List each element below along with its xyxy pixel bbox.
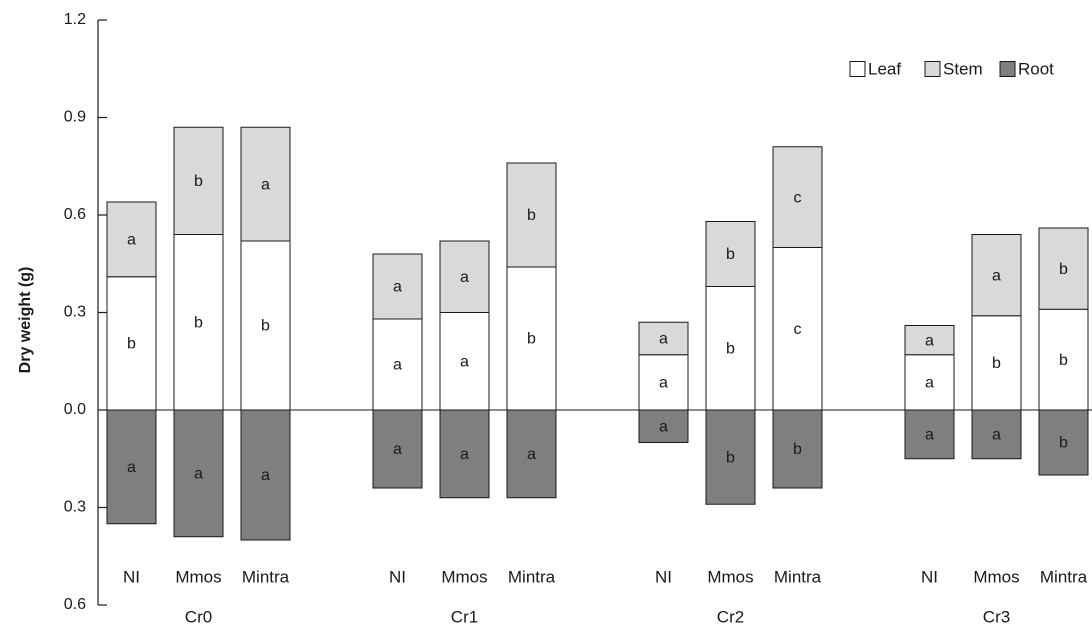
significance-label: c [794, 321, 802, 338]
category-label: Mmos [707, 567, 753, 586]
significance-label: b [1059, 352, 1068, 369]
category-label: Mintra [1040, 567, 1088, 586]
bar-segment-root [240, 409, 291, 541]
significance-label: a [460, 446, 469, 463]
category-label: Mmos [973, 567, 1019, 586]
significance-label: a [261, 467, 270, 484]
group-label: Cr2 [717, 607, 744, 626]
y-tick-label: 0.9 [64, 109, 86, 126]
significance-label: b [726, 340, 735, 357]
bar-segment-root [971, 409, 1022, 460]
significance-label: a [460, 353, 469, 370]
significance-label: a [925, 375, 934, 392]
bar-segment-leaf [638, 354, 689, 411]
significance-label: a [659, 418, 668, 435]
bar-segment-stem [506, 162, 557, 268]
significance-label: a [659, 331, 668, 348]
legend-label-root: Root [1018, 59, 1054, 78]
significance-label: a [127, 459, 136, 476]
significance-label: a [460, 269, 469, 286]
significance-label: b [261, 318, 270, 335]
significance-label: a [194, 466, 203, 483]
y-axis-title: Dry weight (g) [17, 267, 34, 374]
bar-segment-leaf [173, 234, 224, 411]
y-tick-label: 0.3 [64, 304, 86, 321]
significance-label: b [194, 173, 203, 190]
category-label: Mmos [175, 567, 221, 586]
legend-label-stem: Stem [943, 59, 983, 78]
significance-label: b [1059, 261, 1068, 278]
group-label: Cr3 [983, 607, 1010, 626]
significance-label: b [194, 314, 203, 331]
bar-segment-stem [240, 126, 291, 242]
bar-segment-stem [705, 221, 756, 287]
y-tick-label: 0.6 [64, 596, 86, 613]
bar-segment-root [904, 409, 955, 460]
significance-label: a [659, 375, 668, 392]
bar-segment-stem [971, 234, 1022, 317]
bar-segment-stem [1038, 227, 1089, 310]
category-label: NI [921, 567, 938, 586]
bar-segment-root [772, 409, 823, 489]
significance-label: b [527, 331, 536, 348]
legend-swatch-root [999, 61, 1016, 77]
bar-segment-stem [173, 126, 224, 235]
category-label: Mintra [774, 567, 822, 586]
category-label: NI [655, 567, 672, 586]
bar-segment-root [372, 409, 423, 489]
significance-label: b [992, 355, 1001, 372]
y-tick-label: 1.2 [64, 11, 86, 28]
significance-label: a [992, 427, 1001, 444]
bar-segment-root [506, 409, 557, 499]
group-label: Cr0 [185, 607, 212, 626]
significance-label: b [1059, 435, 1068, 452]
category-label: NI [389, 567, 406, 586]
y-axis: 1.2 0.9 0.6 0.3 0.0 0.3 0.6 [64, 11, 107, 613]
group-label: Cr1 [451, 607, 478, 626]
legend-swatch-leaf [849, 61, 866, 77]
significance-label: a [393, 441, 402, 458]
significance-label: b [793, 441, 802, 458]
bar-segment-leaf [1038, 308, 1089, 411]
y-tick-label: 0.6 [64, 206, 86, 223]
bars: b a a b b a b a a a a a a a a b b a a a a b b b c c b a a a b a a b b b [106, 126, 1089, 541]
bar-segment-stem [106, 201, 157, 278]
legend-label-leaf: Leaf [868, 59, 901, 78]
significance-label: a [393, 279, 402, 296]
bar-segment-root [705, 409, 756, 505]
y-tick-label: 0.3 [64, 499, 86, 516]
significance-label: a [992, 267, 1001, 284]
bar-segment-root [1038, 409, 1089, 476]
significance-label: b [527, 207, 536, 224]
significance-label: a [925, 427, 934, 444]
legend-swatch-stem [924, 61, 941, 77]
bar-segment-stem [904, 325, 955, 356]
bar-segment-leaf [106, 276, 157, 411]
significance-label: a [127, 232, 136, 249]
significance-label: a [527, 446, 536, 463]
x-axis-labels: NI Mmos Mintra Cr0 NI Mmos Mintra Cr1 NI Mmos Mint… [123, 567, 1088, 626]
bar-segment-root [106, 409, 157, 525]
category-label: Mintra [242, 567, 290, 586]
significance-label: a [925, 332, 934, 349]
significance-label: a [261, 176, 270, 193]
significance-label: b [127, 336, 136, 353]
bar-segment-stem [772, 146, 823, 248]
bar-segment-stem [439, 240, 490, 313]
category-label: Mmos [441, 567, 487, 586]
bar-segment-stem [638, 321, 689, 356]
significance-label: b [726, 449, 735, 466]
significance-label: c [794, 189, 802, 206]
bar-segment-leaf [372, 318, 423, 411]
category-label: Mintra [508, 567, 556, 586]
legend: Leaf Stem Root [849, 59, 1054, 78]
significance-label: b [726, 246, 735, 263]
bar-segment-stem [372, 253, 423, 320]
bar-segment-root [638, 409, 689, 443]
y-tick-label: 0.0 [64, 401, 86, 418]
bar-segment-leaf [772, 247, 823, 411]
category-label: NI [123, 567, 140, 586]
significance-label: a [393, 357, 402, 374]
